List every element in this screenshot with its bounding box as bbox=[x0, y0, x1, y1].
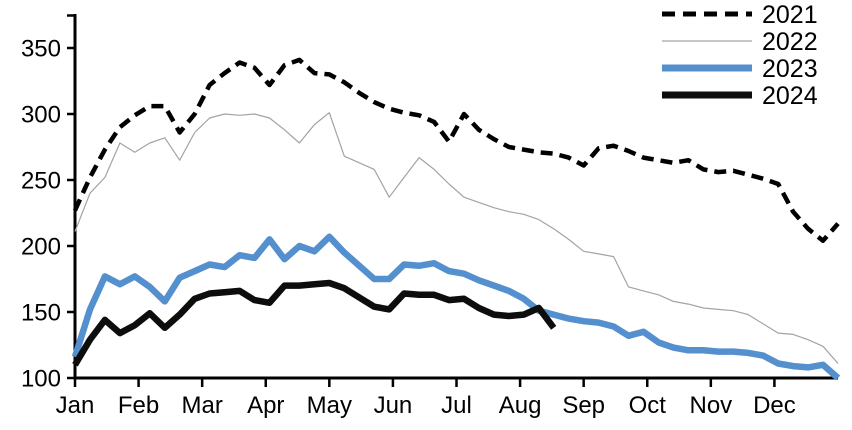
x-tick-label-apr: Apr bbox=[247, 392, 284, 419]
y-tick-label-100: 100 bbox=[21, 366, 61, 393]
legend-label-2022: 2022 bbox=[762, 28, 818, 56]
x-tick-label-sep: Sep bbox=[562, 392, 605, 419]
y-tick-label-300: 300 bbox=[21, 102, 61, 129]
legend-label-2021: 2021 bbox=[762, 1, 818, 29]
x-tick-label-mar: Mar bbox=[181, 392, 222, 419]
y-tick-label-200: 200 bbox=[21, 234, 61, 261]
x-tick-label-oct: Oct bbox=[629, 392, 667, 419]
y-tick-label-250: 250 bbox=[21, 168, 61, 195]
series-2024 bbox=[72, 279, 557, 367]
y-tick-label-350: 350 bbox=[21, 36, 61, 63]
x-tick-label-feb: Feb bbox=[118, 392, 159, 419]
x-tick-label-jun: Jun bbox=[374, 392, 413, 419]
y-tick-label-150: 150 bbox=[21, 300, 61, 327]
x-tick-label-jul: Jul bbox=[441, 392, 472, 419]
x-tick-label-nov: Nov bbox=[689, 392, 732, 419]
series-2023 bbox=[71, 233, 841, 381]
series-2022 bbox=[74, 112, 839, 364]
x-tick-label-dec: Dec bbox=[753, 392, 796, 419]
x-tick-label-aug: Aug bbox=[499, 392, 542, 419]
legend-label-2023: 2023 bbox=[762, 55, 818, 83]
series-2021 bbox=[72, 57, 840, 243]
x-tick-label-may: May bbox=[307, 392, 352, 419]
x-tick-label-jan: Jan bbox=[56, 392, 95, 419]
legend-label-2024: 2024 bbox=[762, 82, 818, 110]
